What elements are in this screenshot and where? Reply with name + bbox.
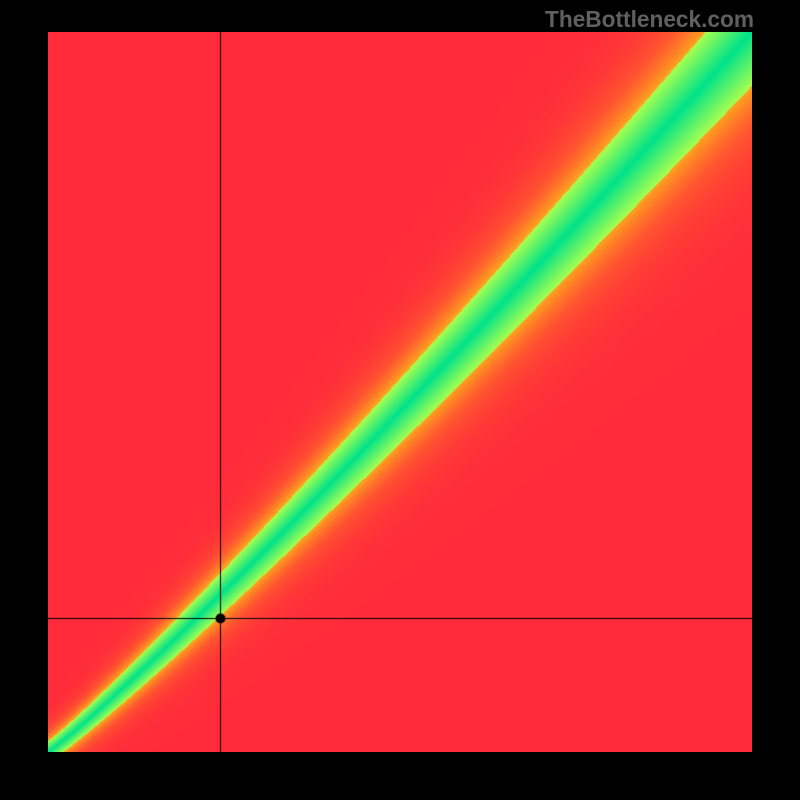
chart-container: TheBottleneck.com xyxy=(0,0,800,800)
bottleneck-heatmap xyxy=(48,32,752,752)
watermark-text: TheBottleneck.com xyxy=(545,6,754,33)
